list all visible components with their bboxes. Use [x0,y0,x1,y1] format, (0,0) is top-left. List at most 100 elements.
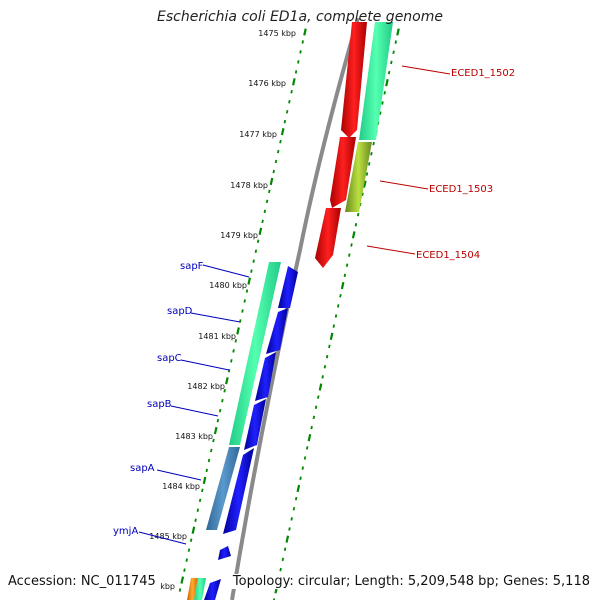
cds-feature[interactable] [204,579,221,600]
cds-feature[interactable] [244,399,266,450]
ruler-label: 1480 kbp [209,281,247,290]
minor-tick [323,364,327,369]
minor-tick [241,309,244,313]
major-tick [180,576,185,584]
minor-tick [392,50,395,55]
minor-tick [305,446,309,450]
cds-feature[interactable] [218,546,231,560]
minor-tick [348,253,351,257]
minor-tick [285,109,289,114]
minor-tick [301,40,304,44]
major-tick [225,377,229,385]
minor-tick [239,319,242,323]
minor-tick [218,408,222,413]
minor-tick [294,70,298,74]
cds-feature[interactable] [345,142,372,212]
minor-tick [361,192,364,197]
minor-tick [256,239,260,244]
minor-tick [314,405,318,410]
minor-tick [379,111,382,115]
minor-tick [321,375,324,379]
minor-tick [288,527,291,531]
minor-tick [394,40,398,44]
minor-tick [276,149,280,154]
minor-tick [356,212,360,217]
major-tick [351,231,356,239]
minor-tick [283,119,287,124]
label-leader-line [401,65,451,75]
cds-feature[interactable] [229,262,281,445]
gene-label[interactable]: sapB [147,399,172,410]
forward-strand-track [315,22,393,268]
gene-label[interactable]: ECED1_1502 [451,68,515,79]
minor-tick [299,476,302,481]
major-tick [258,227,263,235]
minor-tick [198,498,202,503]
major-tick [385,79,389,87]
minor-tick [250,269,253,273]
minor-tick [210,448,213,453]
minor-tick [343,273,347,278]
major-tick [213,426,218,435]
cds-feature[interactable] [255,352,276,401]
label-leader-line [180,359,230,371]
minor-tick [312,415,316,420]
minor-tick [301,466,305,470]
minor-tick [290,517,293,521]
cds-feature[interactable] [278,266,298,308]
major-tick [269,177,274,186]
cds-feature[interactable] [194,578,206,600]
minor-tick [383,91,386,95]
minor-tick [303,456,307,460]
minor-tick [205,468,209,473]
cds-feature[interactable] [223,448,254,534]
minor-tick [332,324,336,328]
gene-label[interactable]: ECED1_1504 [416,250,480,261]
cds-feature[interactable] [266,308,288,354]
cds-feature[interactable] [341,22,367,138]
major-tick [307,434,312,442]
ruler-label: 1475 kbp [258,29,296,38]
minor-tick [365,172,369,176]
gene-label[interactable]: sapF [180,261,204,272]
accession-label: Accession: NC_011745 [8,574,158,589]
cds-feature[interactable] [206,447,240,530]
minor-tick [221,398,224,403]
cds-feature[interactable] [315,208,341,268]
label-leader-line [170,405,219,417]
minor-tick [187,548,191,552]
major-tick [202,476,207,485]
gene-labels-left: sapF sapD sapC sapB sapA ymjA [113,261,250,545]
genome-summary: Topology: circular; Length: 5,209,548 bp… [230,574,590,589]
cds-feature[interactable] [187,578,198,600]
minor-tick [367,162,371,166]
gene-label[interactable]: sapA [130,463,155,474]
outer-tick-track [273,28,400,600]
minor-tick [189,538,193,542]
reverse-strand-track [187,262,298,600]
ruler-labels: 1475 kbp 1476 kbp 1477 kbp 1478 kbp 1479… [137,29,296,591]
gene-label[interactable]: sapC [157,353,182,364]
minor-tick [279,139,282,144]
ruler-label: 1485 kbp [149,532,187,541]
minor-tick [245,289,249,293]
major-tick [292,78,296,86]
major-tick [191,526,196,534]
major-tick [329,332,334,340]
major-tick [280,127,285,136]
gene-label[interactable]: sapD [167,306,193,317]
cds-feature[interactable] [359,22,393,140]
ruler-label: 1482 kbp [187,382,225,391]
gene-label[interactable]: ymjA [113,526,138,537]
cds-feature[interactable] [330,137,356,208]
gene-label[interactable]: ECED1_1503 [429,184,493,195]
major-tick [247,277,252,285]
ruler-label: 1484 kbp [162,482,200,491]
minor-tick [185,558,188,562]
minor-tick [263,209,267,214]
minor-tick [201,488,204,493]
minor-tick [196,508,200,513]
major-tick [236,327,240,335]
